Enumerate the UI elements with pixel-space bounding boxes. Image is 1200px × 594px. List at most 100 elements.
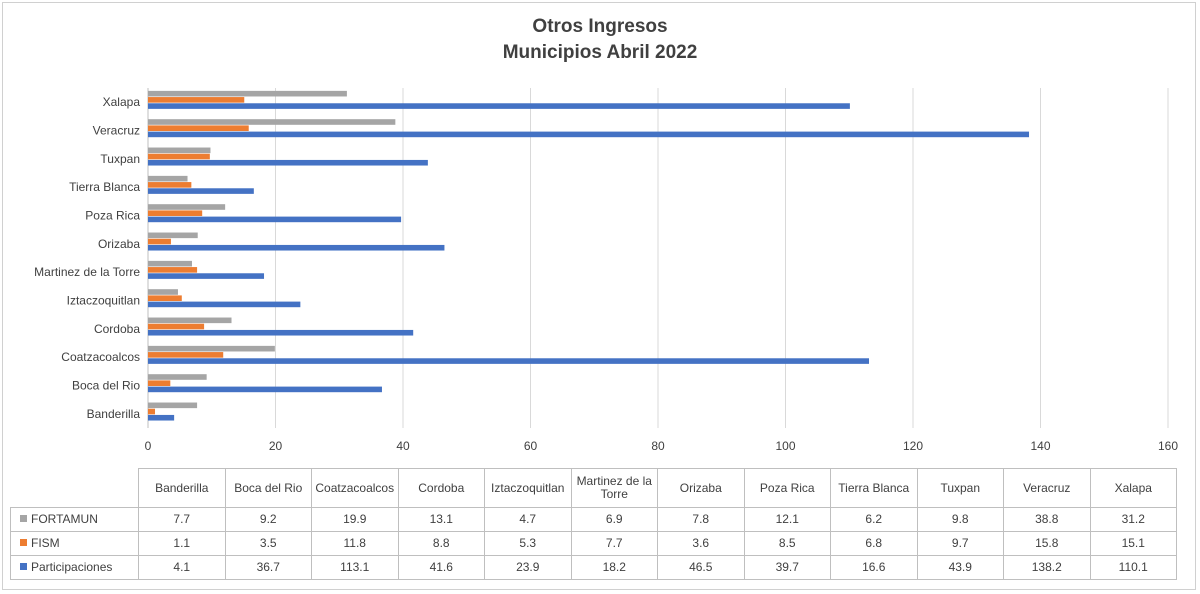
legend-swatch (20, 515, 27, 523)
category-label: Orizaba (98, 237, 140, 251)
table-cell: 110.1 (1089, 555, 1177, 580)
bar-fortamun (148, 119, 396, 125)
bar-fortamun (148, 289, 178, 295)
table-cell: 9.2 (224, 507, 312, 532)
legend-entry: FISM (10, 531, 139, 556)
table-cell: 31.2 (1089, 507, 1177, 532)
table-header: Poza Rica (743, 468, 831, 508)
category-label: Xalapa (103, 95, 141, 109)
table-cell: 43.9 (916, 555, 1004, 580)
table-cell: 39.7 (743, 555, 831, 580)
bar-fortamun (148, 402, 198, 409)
table-header: Veracruz (1003, 468, 1091, 508)
table-cell: 5.3 (484, 531, 572, 556)
table-row: Participaciones 4.1 36.7 113.1 41.6 23.9 18.2 4… (10, 555, 1177, 580)
bar-participaciones (148, 131, 1030, 138)
category-label: Tuxpan (100, 152, 140, 166)
x-tick-label: 140 (1030, 439, 1050, 453)
legend-swatch (20, 563, 27, 571)
bar-fism (148, 182, 192, 188)
table-cell: 11.8 (311, 531, 399, 556)
table-cell: 8.8 (397, 531, 485, 556)
legend-entry: FORTAMUN (10, 507, 139, 532)
table-header: Coatzacoalcos (311, 468, 399, 508)
bar-participaciones (148, 103, 850, 109)
category-label: Banderilla (87, 407, 141, 421)
x-tick-label: 160 (1158, 439, 1178, 453)
bar-participaciones (148, 358, 870, 364)
table-header: Martinez de la Torre (570, 468, 658, 508)
table-cell: 1.1 (138, 531, 226, 556)
table-cell: 4.7 (484, 507, 572, 532)
table-cell: 6.8 (830, 531, 918, 556)
bar-participaciones (148, 386, 382, 393)
table-header: Iztaczoquitlan (484, 468, 572, 508)
x-tick-label: 20 (269, 439, 283, 453)
bar-participaciones (148, 188, 254, 194)
bar-fortamun (148, 260, 192, 267)
x-tick-label: 120 (903, 439, 923, 453)
chart-title-line: Otros Ingresos (532, 16, 667, 37)
table-cell: 6.2 (830, 507, 918, 532)
table-cell: 113.1 (311, 555, 399, 580)
table-cell: 46.5 (657, 555, 745, 580)
x-tick-label: 0 (145, 439, 152, 453)
bar-fism (148, 153, 210, 160)
table-cell: 16.6 (830, 555, 918, 580)
legend-entry: Participaciones (10, 555, 139, 580)
table-cell: 13.1 (397, 507, 485, 532)
table-cell: 15.8 (1003, 531, 1091, 556)
table-cell: 19.9 (311, 507, 399, 532)
x-tick-label: 60 (524, 439, 538, 453)
table-cell: 9.7 (916, 531, 1004, 556)
category-label: Coatzacoalcos (61, 350, 140, 364)
bar-fism (148, 125, 249, 131)
bar-fism (148, 295, 182, 301)
table-cell: 4.1 (138, 555, 226, 580)
table-cell: 7.7 (570, 531, 658, 556)
category-label: Iztaczoquitlan (67, 294, 140, 308)
bar-fism (148, 323, 205, 330)
bar-fortamun (148, 232, 198, 239)
bar-participaciones (148, 159, 428, 166)
bar-fortamun (148, 147, 211, 154)
table-cell: 18.2 (570, 555, 658, 580)
table-header: Tierra Blanca (830, 468, 918, 508)
category-label: Martinez de la Torre (34, 265, 140, 279)
category-label: Veracruz (93, 124, 140, 138)
table-cell: 41.6 (397, 555, 485, 580)
table-header: Boca del Rio (224, 468, 312, 508)
category-label: Tierra Blanca (69, 180, 140, 194)
table-header: Xalapa (1089, 468, 1177, 508)
table-cell: 3.6 (657, 531, 745, 556)
table-row: FISM 1.1 3.5 11.8 8.8 5.3 7.7 3.6 8.5 6.8 9.7 15.8 1… (10, 531, 1177, 556)
x-tick-label: 100 (775, 439, 795, 453)
data-table: Banderilla Boca del Rio Coatzacoalcos Cordo… (10, 468, 1177, 580)
bar-fism (148, 380, 171, 386)
table-cell: 7.7 (138, 507, 226, 532)
bar-fism (148, 267, 198, 273)
table-corner (10, 468, 139, 508)
legend-swatch (20, 539, 27, 547)
category-label: Boca del Rio (72, 379, 140, 393)
chart-title-line: Municipios Abril 2022 (503, 42, 698, 63)
table-cell: 36.7 (224, 555, 312, 580)
bar-participaciones (148, 301, 301, 308)
bar-fism (148, 408, 156, 415)
table-cell: 3.5 (224, 531, 312, 556)
table-cell: 23.9 (484, 555, 572, 580)
bar-fism (148, 352, 224, 358)
table-cell: 138.2 (1003, 555, 1091, 580)
table-row: FORTAMUN 7.7 9.2 19.9 13.1 4.7 6.9 7.8 12.1 6.2 9.… (10, 507, 1177, 532)
table-cell: 9.8 (916, 507, 1004, 532)
x-tick-label: 40 (396, 439, 410, 453)
table-cell: 12.1 (743, 507, 831, 532)
bar-fism (148, 210, 203, 216)
category-label: Cordoba (94, 322, 140, 336)
bar-fortamun (148, 204, 226, 210)
bar-fism (148, 238, 171, 245)
x-tick-label: 80 (651, 439, 665, 453)
table-cell: 7.8 (657, 507, 745, 532)
table-cell: 8.5 (743, 531, 831, 556)
bar-fortamun (148, 90, 347, 97)
